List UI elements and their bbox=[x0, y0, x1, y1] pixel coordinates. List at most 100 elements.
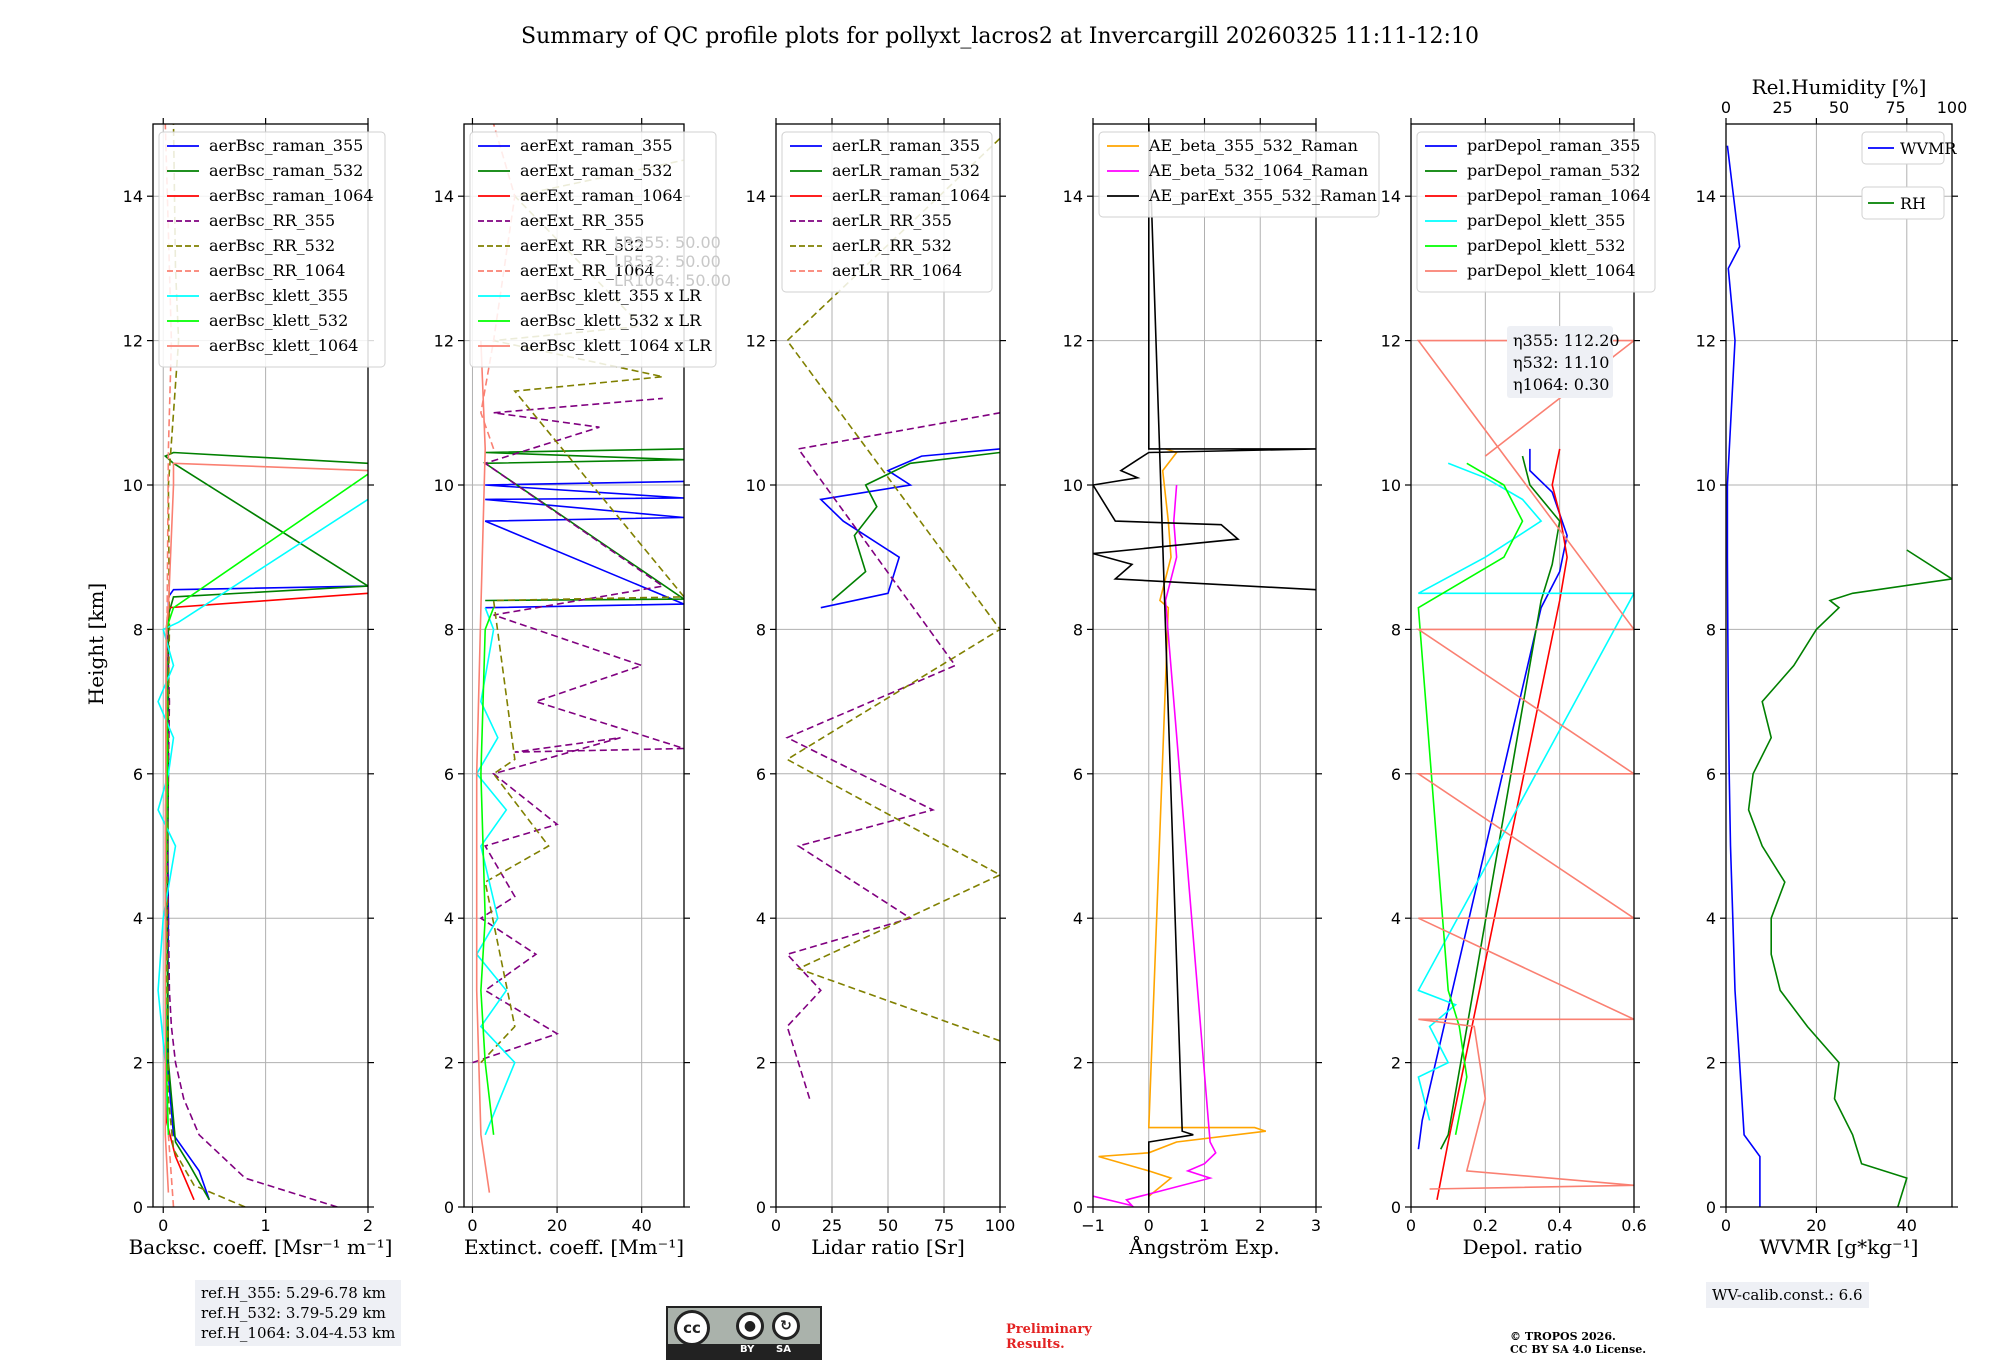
license-sa-label: SA bbox=[776, 1344, 791, 1355]
y-tick-label: 10 bbox=[434, 476, 454, 495]
y-tick-label: 0 bbox=[1073, 1198, 1083, 1217]
secondary-x-axis-label: Rel.Humidity [%] bbox=[1752, 75, 1927, 99]
lr-annotation: LR532: 50.00 bbox=[614, 252, 721, 271]
y-tick-label: 2 bbox=[1391, 1054, 1401, 1073]
legend-label: aerLR_raman_355 bbox=[832, 136, 980, 155]
copyright-line-1: © TROPOS 2026. bbox=[1510, 1330, 1616, 1343]
y-tick-label: 14 bbox=[434, 187, 454, 206]
legend-label: aerExt_raman_532 bbox=[520, 161, 673, 180]
series-line-RH bbox=[1747, 549, 1952, 1207]
lr-annotation: LR1064: 50.00 bbox=[614, 271, 731, 290]
legend-label: aerLR_RR_532 bbox=[832, 236, 952, 255]
y-tick-label: 14 bbox=[1696, 187, 1716, 206]
lr-annotation: LR355: 50.00 bbox=[614, 233, 721, 252]
secondary-x-tick-label: 25 bbox=[1772, 98, 1792, 117]
legend-label: parDepol_klett_355 bbox=[1467, 211, 1625, 230]
x-tick-label: 2 bbox=[363, 1216, 373, 1235]
ref-height-1064: ref.H_1064: 3.04-4.53 km bbox=[201, 1324, 396, 1342]
legend-label: aerBsc_raman_532 bbox=[209, 161, 363, 180]
legend-label: aerBsc_klett_1064 x LR bbox=[520, 336, 712, 355]
series-line-aerLR_raman_355 bbox=[819, 448, 1000, 609]
y-tick-label: 6 bbox=[133, 765, 143, 784]
legend-label: parDepol_klett_1064 bbox=[1467, 261, 1636, 280]
eta-annotation-eta1064: η1064: 0.30 bbox=[1513, 375, 1609, 394]
y-tick-label: 0 bbox=[756, 1198, 766, 1217]
series-line-aerBsc_klett_532 x LR bbox=[480, 607, 495, 1135]
legend-box bbox=[1416, 131, 1656, 293]
axes-frame bbox=[152, 123, 369, 1208]
x-tick-label: −1 bbox=[1081, 1216, 1105, 1235]
x-axis-label: WVMR [g*kg⁻¹] bbox=[1760, 1235, 1919, 1259]
wv-calib-box: WV-calib.const.: 6.6 bbox=[1706, 1282, 1869, 1308]
legend-label: WVMR bbox=[1900, 139, 1957, 158]
y-tick-label: 8 bbox=[444, 620, 454, 639]
x-axis-label: Backsc. coeff. [Msr⁻¹ m⁻¹] bbox=[129, 1235, 393, 1259]
legend-label: aerExt_RR_355 bbox=[520, 211, 644, 230]
x-tick-label: 75 bbox=[934, 1216, 954, 1235]
share-alike-icon: ↻ bbox=[772, 1312, 800, 1340]
series-line-aerBsc_klett_1064 bbox=[164, 462, 368, 1193]
series-line-aerLR_RR_355 bbox=[785, 412, 1000, 1099]
series-line-parDepol_raman_355 bbox=[1417, 448, 1568, 1150]
legend-box bbox=[469, 131, 717, 368]
series-line-parDepol_raman_532 bbox=[1439, 455, 1561, 1150]
x-tick-label: 0 bbox=[771, 1216, 781, 1235]
legend-label: aerExt_RR_1064 bbox=[520, 261, 655, 280]
series-group bbox=[1093, 124, 1316, 1207]
y-tick-label: 10 bbox=[1063, 476, 1083, 495]
y-tick-label: 4 bbox=[1706, 909, 1716, 928]
y-tick-label: 8 bbox=[1706, 620, 1716, 639]
x-tick-label: 25 bbox=[822, 1216, 842, 1235]
panel-3: 0 25 50 75 100 0 2 4 6 8 10 12 14 Lidar ratio [Sr] aer… bbox=[746, 118, 1016, 1259]
x-tick-label: 0.2 bbox=[1473, 1216, 1498, 1235]
panel-6: 0 20 40 0 2 4 6 8 10 12 14 WVMR [g*kg⁻¹] 0 25 50 75 100 R… bbox=[1696, 75, 1968, 1259]
wv-calib-const: WV-calib.const.: 6.6 bbox=[1712, 1286, 1863, 1304]
preliminary-line-1: Preliminary bbox=[1006, 1322, 1092, 1337]
y-tick-label: 12 bbox=[1381, 332, 1401, 351]
series-line-parDepol_klett_1064 bbox=[1415, 339, 1634, 1190]
series-line-aerExt_RR_532 bbox=[480, 159, 684, 1064]
y-tick-label: 12 bbox=[1696, 332, 1716, 351]
y-tick-label: 2 bbox=[1706, 1054, 1716, 1073]
figure-title: Summary of QC profile plots for pollyxt_… bbox=[521, 24, 1479, 49]
series-line-aerBsc_klett_355 bbox=[157, 498, 368, 1135]
eta-annotation-eta355: η355: 112.20 bbox=[1513, 331, 1620, 350]
x-tick-label: 100 bbox=[985, 1216, 1016, 1235]
series-group bbox=[472, 124, 684, 1193]
secondary-x-tick-label: 100 bbox=[1937, 98, 1968, 117]
legend-label: aerBsc_RR_355 bbox=[209, 211, 335, 230]
y-tick-label: 12 bbox=[746, 332, 766, 351]
y-tick-label: 2 bbox=[133, 1054, 143, 1073]
attribution-icon: ● bbox=[736, 1312, 764, 1340]
x-axis-label: Lidar ratio [Sr] bbox=[811, 1235, 965, 1259]
series-line-aerBsc_klett_355 x LR bbox=[475, 607, 516, 1136]
legend-box bbox=[158, 131, 386, 368]
y-tick-label: 0 bbox=[444, 1198, 454, 1217]
series-line-AE_beta_532_1064_Raman bbox=[1093, 484, 1217, 1207]
y-tick-label: 8 bbox=[1391, 620, 1401, 639]
series-line-AE_parExt_355_532_Raman bbox=[1093, 124, 1316, 1207]
y-tick-label: 4 bbox=[133, 909, 143, 928]
legend-label: AE_beta_532_1064_Raman bbox=[1148, 161, 1368, 180]
x-tick-label: 0 bbox=[1144, 1216, 1154, 1235]
x-tick-label: 50 bbox=[878, 1216, 898, 1235]
series-line-aerBsc_raman_355 bbox=[166, 585, 368, 1201]
legend-label: RH bbox=[1900, 194, 1926, 213]
license-labels: BY SA bbox=[668, 1344, 820, 1358]
x-tick-label: 0 bbox=[1721, 1216, 1731, 1235]
legend-label: AE_parExt_355_532_Raman bbox=[1148, 186, 1377, 205]
preliminary-note: Preliminary Results. bbox=[1006, 1322, 1092, 1352]
y-tick-label: 0 bbox=[1391, 1198, 1401, 1217]
y-tick-label: 14 bbox=[1063, 187, 1083, 206]
series-line-aerBsc_klett_532 bbox=[164, 473, 368, 1135]
y-tick-label: 6 bbox=[444, 765, 454, 784]
legend-box bbox=[1098, 131, 1380, 218]
copyright-line-2: CC BY SA 4.0 License. bbox=[1510, 1343, 1647, 1356]
legend-label: parDepol_klett_532 bbox=[1467, 236, 1625, 255]
series-line-aerBsc_raman_1064 bbox=[164, 592, 368, 1201]
x-tick-label: 20 bbox=[1806, 1216, 1826, 1235]
legend-label: aerExt_raman_1064 bbox=[520, 186, 683, 205]
legend-box bbox=[1861, 186, 1945, 220]
